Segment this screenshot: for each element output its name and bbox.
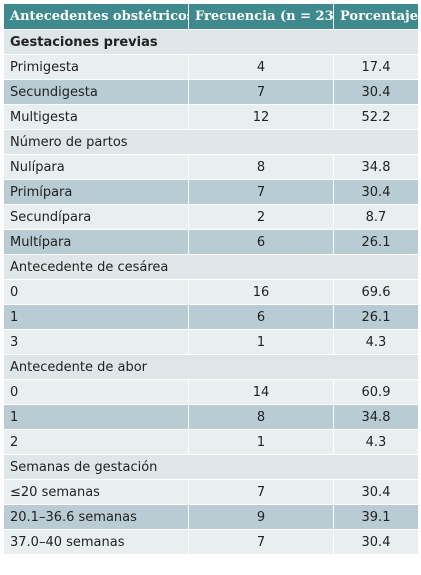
data-row: ≤20 semanas 7 30.4 <box>3 479 419 505</box>
cell-value: 16 <box>188 279 334 305</box>
header-cell: Frecuencia (n = 23) <box>188 3 334 30</box>
cell-value: 7 <box>188 479 334 505</box>
cell-value: 6 <box>188 304 334 330</box>
cell-value: 7 <box>188 529 334 555</box>
cell-value: 4.3 <box>333 429 419 455</box>
data-row: 20.1–36.6 semanas 9 39.1 <box>3 504 419 530</box>
cell-value: 26.1 <box>333 229 419 255</box>
section-row: Antecedente de abor <box>3 354 419 380</box>
cell-value: 1 <box>188 429 334 455</box>
cell-value: 4.3 <box>333 329 419 355</box>
cell-value: 8 <box>188 404 334 430</box>
data-row: 2 1 4.3 <box>3 429 419 455</box>
cell-value: 8.7 <box>333 204 419 230</box>
cell-value: 30.4 <box>333 179 419 205</box>
section-row: Antecedente de cesárea <box>3 254 419 280</box>
cell-value: 26.1 <box>333 304 419 330</box>
data-row: Multigesta 12 52.2 <box>3 104 419 130</box>
cell-value: 8 <box>188 154 334 180</box>
data-row: 1 8 34.8 <box>3 404 419 430</box>
cell-value: 14 <box>188 379 334 405</box>
section-row: Número de partos <box>3 129 419 155</box>
header-cell: Antecedentes obstétricos <box>3 3 189 30</box>
cell-value: 34.8 <box>333 154 419 180</box>
data-row: Secundigesta 7 30.4 <box>3 79 419 105</box>
cell-value: 17.4 <box>333 54 419 80</box>
cell-value: 6 <box>188 229 334 255</box>
data-row: 3 1 4.3 <box>3 329 419 355</box>
section-title: Antecedente de cesárea <box>3 254 419 280</box>
cell-value: 12 <box>188 104 334 130</box>
row-label: 0 <box>3 279 189 305</box>
cell-value: 7 <box>188 79 334 105</box>
data-row: 37.0–40 semanas 7 30.4 <box>3 529 419 555</box>
data-row: 1 6 26.1 <box>3 304 419 330</box>
data-row: Multípara 6 26.1 <box>3 229 419 255</box>
cell-value: 39.1 <box>333 504 419 530</box>
row-label: Secundípara <box>3 204 189 230</box>
row-label: 37.0–40 semanas <box>3 529 189 555</box>
header-cell: Porcentaje <box>333 3 419 30</box>
cell-value: 30.4 <box>333 79 419 105</box>
section-title: Número de partos <box>3 129 419 155</box>
data-row: 0 16 69.6 <box>3 279 419 305</box>
data-row: Nulípara 8 34.8 <box>3 154 419 180</box>
section-title: Gestaciones previas <box>3 29 419 55</box>
data-row: Secundípara 2 8.7 <box>3 204 419 230</box>
row-label: 3 <box>3 329 189 355</box>
row-label: 20.1–36.6 semanas <box>3 504 189 530</box>
row-label: Multigesta <box>3 104 189 130</box>
row-label: Primigesta <box>3 54 189 80</box>
row-label: Multípara <box>3 229 189 255</box>
header-row: Antecedentes obstétricos Frecuencia (n =… <box>3 3 419 30</box>
cell-value: 1 <box>188 329 334 355</box>
row-label: 2 <box>3 429 189 455</box>
row-label: 0 <box>3 379 189 405</box>
row-label: 1 <box>3 304 189 330</box>
cell-value: 9 <box>188 504 334 530</box>
cell-value: 34.8 <box>333 404 419 430</box>
row-label: ≤20 semanas <box>3 479 189 505</box>
cell-value: 60.9 <box>333 379 419 405</box>
cell-value: 30.4 <box>333 479 419 505</box>
row-label: Nulípara <box>3 154 189 180</box>
cell-value: 30.4 <box>333 529 419 555</box>
cell-value: 7 <box>188 179 334 205</box>
data-row: Primigesta 4 17.4 <box>3 54 419 80</box>
section-row: Gestaciones previas <box>3 29 419 55</box>
data-row: Primípara 7 30.4 <box>3 179 419 205</box>
section-row: Semanas de gestación <box>3 454 419 480</box>
section-title: Semanas de gestación <box>3 454 419 480</box>
cell-value: 2 <box>188 204 334 230</box>
row-label: Primípara <box>3 179 189 205</box>
cell-value: 52.2 <box>333 104 419 130</box>
row-label: 1 <box>3 404 189 430</box>
row-label: Secundigesta <box>3 79 189 105</box>
table-body: Gestaciones previas Primigesta 4 17.4 Secund… <box>3 29 419 555</box>
cell-value: 4 <box>188 54 334 80</box>
cell-value: 69.6 <box>333 279 419 305</box>
data-row: 0 14 60.9 <box>3 379 419 405</box>
section-title: Antecedente de abor <box>3 354 419 380</box>
data-table: Antecedentes obstétricos Frecuencia (n =… <box>3 3 419 555</box>
